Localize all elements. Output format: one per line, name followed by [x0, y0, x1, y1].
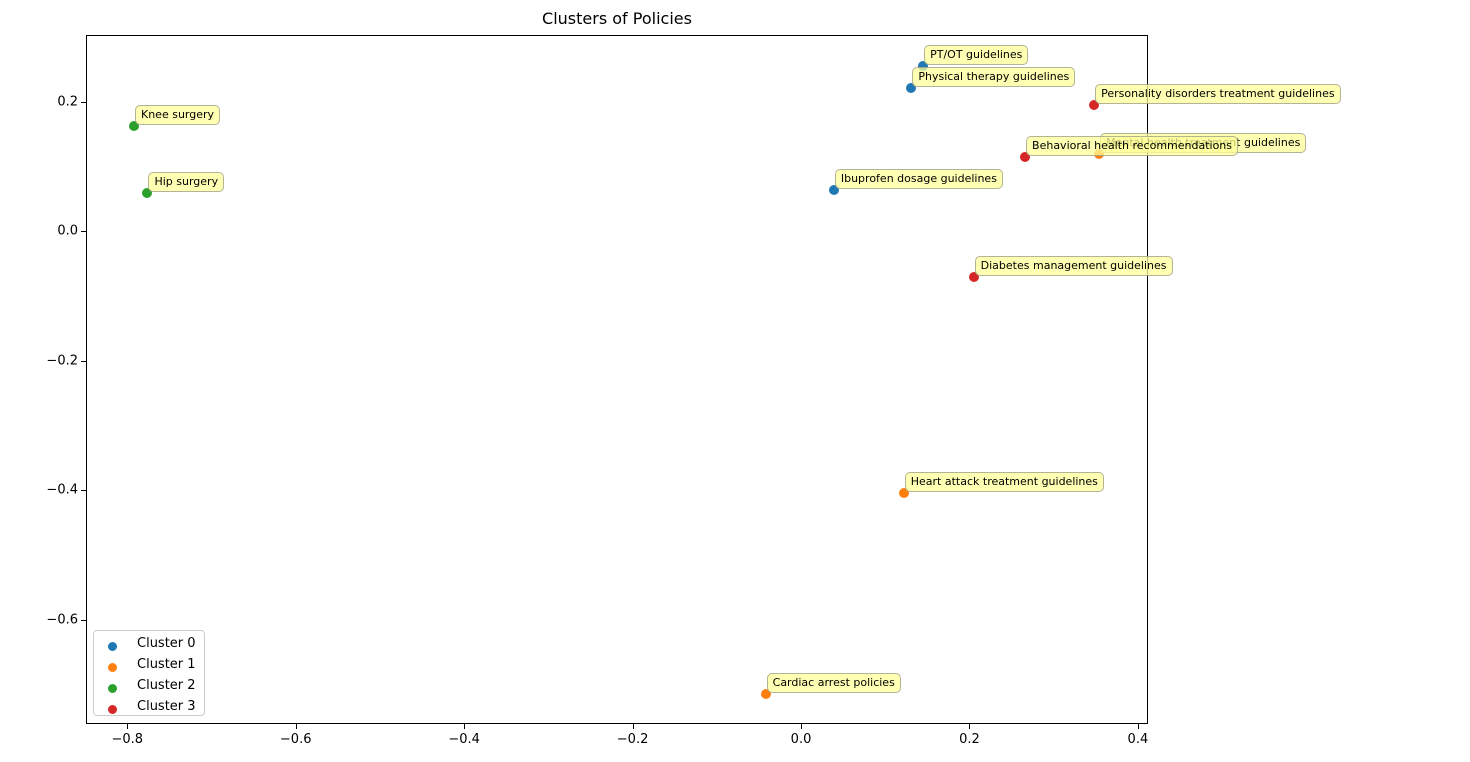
legend-item: Cluster 2: [94, 676, 204, 696]
y-tick: [81, 619, 86, 621]
point-label: Cardiac arrest policies: [766, 673, 901, 694]
x-tick: [969, 724, 971, 729]
data-point: [129, 121, 139, 132]
legend-marker-icon: [108, 684, 117, 693]
y-tick: [81, 490, 86, 492]
x-tick-label: −0.8: [111, 732, 144, 747]
x-tick: [632, 724, 634, 729]
point-label: Hip surgery: [148, 172, 225, 192]
y-tick: [81, 360, 86, 362]
legend-label: Cluster 0: [137, 636, 196, 651]
legend-marker-icon: [108, 642, 117, 651]
x-tick-label: 0.4: [1127, 732, 1149, 747]
data-point: [968, 272, 979, 283]
data-point: [898, 488, 909, 499]
point-label: Knee surgery: [135, 105, 221, 126]
legend-label: Cluster 3: [137, 699, 196, 714]
y-tick-label: 0.2: [57, 94, 78, 110]
data-point: [828, 185, 839, 196]
x-tick-label: −0.2: [616, 732, 649, 747]
x-tick-label: 0.0: [790, 732, 812, 747]
data-point: [1020, 152, 1031, 163]
legend-item: Cluster 3: [94, 697, 204, 717]
x-tick: [127, 724, 129, 729]
y-tick-label: −0.6: [46, 612, 78, 628]
y-tick-label: −0.2: [46, 353, 78, 369]
point-label: Personality disorders treatment guidelin…: [1095, 83, 1341, 104]
point-label: Heart attack treatment guidelines: [904, 472, 1104, 493]
legend-marker-icon: [108, 705, 117, 714]
plot-area: [86, 35, 1148, 724]
point-label: PT/OT guidelines: [924, 45, 1029, 66]
point-label: Diabetes management guidelines: [974, 256, 1173, 277]
y-tick: [81, 231, 86, 233]
point-label: Behavioral health recommendations: [1026, 136, 1239, 157]
legend-label: Cluster 1: [137, 657, 196, 672]
point-label: Physical therapy guidelines: [912, 67, 1076, 88]
x-tick: [1137, 724, 1139, 729]
x-tick: [295, 724, 297, 729]
x-tick: [801, 724, 803, 729]
legend: Cluster 0 Cluster 1 Cluster 2 Cluster 3: [93, 630, 205, 716]
legend-label: Cluster 2: [137, 678, 196, 693]
data-point: [1089, 99, 1100, 110]
data-point: [760, 689, 771, 700]
y-tick: [81, 101, 86, 103]
data-point: [918, 61, 929, 72]
chart-title: Clusters of Policies: [542, 9, 692, 28]
x-tick-label: −0.4: [448, 732, 480, 747]
legend-marker-icon: [108, 663, 117, 672]
legend-item: Cluster 0: [94, 634, 204, 654]
y-tick-label: −0.4: [46, 482, 78, 498]
x-tick: [464, 724, 466, 729]
point-label: Ibuprofen dosage guidelines: [834, 169, 1003, 190]
data-point: [142, 188, 153, 198]
data-point: [906, 83, 917, 94]
y-tick-label: 0.0: [57, 223, 78, 239]
x-tick-label: 0.2: [959, 732, 980, 747]
legend-item: Cluster 1: [94, 655, 204, 675]
x-tick-label: −0.6: [279, 732, 312, 747]
